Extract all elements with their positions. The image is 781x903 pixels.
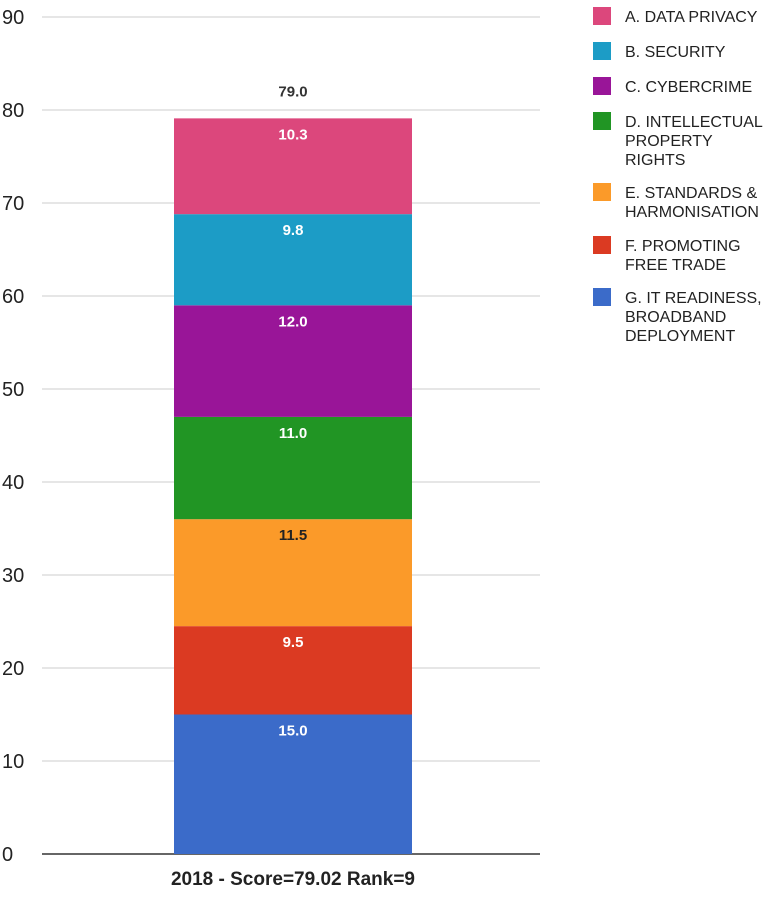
- legend-item[interactable]: D. INTELLECTUAL PROPERTY RIGHTS: [593, 112, 763, 169]
- legend-label-line: E. STANDARDS &: [625, 185, 758, 202]
- y-tick-label: 10: [2, 751, 24, 773]
- y-tick-label: 40: [2, 472, 24, 494]
- legend-item[interactable]: G. IT READINESS, BROADBAND DEPLOYMENT: [593, 288, 762, 345]
- legend-label: A. DATA PRIVACY: [625, 9, 758, 26]
- legend-swatch: [593, 183, 611, 201]
- bar-segment[interactable]: [174, 118, 412, 215]
- segment-value-labels: 15.0 9.5 11.5 11.0 12.0 9.8 10.3: [278, 126, 307, 739]
- bar-total-label: 79.0: [278, 83, 307, 100]
- legend-label-line: BROADBAND: [625, 309, 726, 326]
- y-tick-label: 0: [2, 844, 13, 866]
- legend-swatch: [593, 236, 611, 254]
- bar-segment[interactable]: [174, 214, 412, 306]
- bar-segment[interactable]: [174, 305, 412, 417]
- legend-label-line: PROPERTY: [625, 133, 713, 150]
- bar-stack: [174, 118, 412, 854]
- legend-label-line: HARMONISATION: [625, 204, 759, 221]
- legend-item[interactable]: C. CYBERCRIME: [593, 77, 752, 96]
- bar-segment[interactable]: [174, 416, 412, 520]
- legend-swatch: [593, 42, 611, 60]
- bar-value-label: 11.0: [279, 425, 307, 442]
- legend-swatch: [593, 288, 611, 306]
- legend-swatch: [593, 77, 611, 95]
- legend-label: C. CYBERCRIME: [625, 79, 752, 96]
- legend-item[interactable]: A. DATA PRIVACY: [593, 7, 758, 26]
- legend-label-line: D. INTELLECTUAL: [625, 114, 763, 131]
- legend-label-line: C. CYBERCRIME: [625, 79, 752, 96]
- legend-item[interactable]: B. SECURITY: [593, 42, 726, 61]
- legend-label-line: DEPLOYMENT: [625, 328, 735, 345]
- bar-value-label: 12.0: [278, 313, 307, 330]
- bar-segment[interactable]: [174, 626, 412, 715]
- bar-value-label: 15.0: [278, 723, 307, 740]
- legend: A. DATA PRIVACY B. SECURITY C. CYBERCRIME D…: [593, 7, 763, 345]
- y-tick-label: 20: [2, 658, 24, 680]
- legend-swatch: [593, 112, 611, 130]
- bar-value-label: 9.5: [283, 634, 304, 651]
- legend-label-line: FREE TRADE: [625, 257, 726, 274]
- bar-value-label: 9.8: [283, 222, 304, 239]
- legend-label: D. INTELLECTUAL PROPERTY RIGHTS: [625, 114, 763, 169]
- legend-label: G. IT READINESS, BROADBAND DEPLOYMENT: [625, 290, 762, 345]
- y-tick-label: 70: [2, 193, 24, 215]
- y-tick-label: 90: [2, 7, 24, 29]
- legend-label-line: A. DATA PRIVACY: [625, 9, 758, 26]
- x-category-label: 2018 - Score=79.02 Rank=9: [171, 869, 415, 890]
- legend-label-line: G. IT READINESS,: [625, 290, 762, 307]
- legend-label-line: F. PROMOTING: [625, 238, 741, 255]
- y-axis-tick-labels: 0 10 20 30 40 50 60 70 80 90: [2, 7, 24, 866]
- legend-label: F. PROMOTING FREE TRADE: [625, 238, 741, 274]
- legend-label: E. STANDARDS & HARMONISATION: [625, 185, 759, 221]
- legend-label-line: RIGHTS: [625, 152, 685, 169]
- y-tick-label: 80: [2, 100, 24, 122]
- bar-segment[interactable]: [174, 714, 412, 855]
- legend-swatch: [593, 7, 611, 25]
- bar-value-label: 10.3: [278, 126, 307, 143]
- bar-value-label: 11.5: [279, 527, 307, 544]
- legend-item[interactable]: E. STANDARDS & HARMONISATION: [593, 183, 759, 221]
- y-tick-label: 60: [2, 286, 24, 308]
- legend-label-line: B. SECURITY: [625, 44, 726, 61]
- legend-item[interactable]: F. PROMOTING FREE TRADE: [593, 236, 741, 274]
- legend-label: B. SECURITY: [625, 44, 726, 61]
- y-tick-label: 30: [2, 565, 24, 587]
- y-tick-label: 50: [2, 379, 24, 401]
- bar-segment[interactable]: [174, 519, 412, 627]
